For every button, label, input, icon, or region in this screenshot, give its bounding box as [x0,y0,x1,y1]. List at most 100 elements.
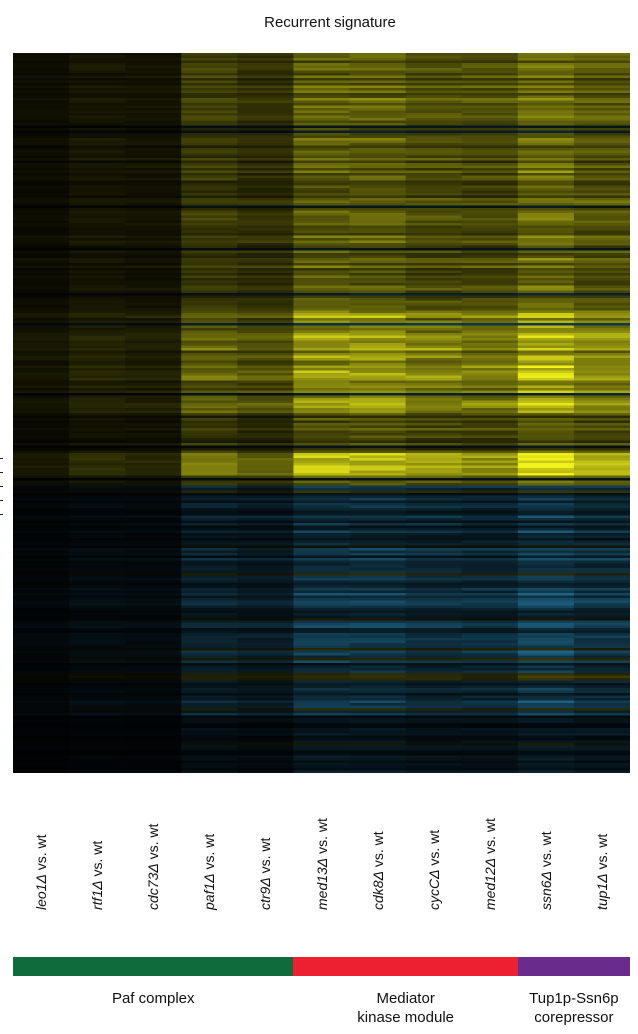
heatmap-cell [405,710,463,714]
heatmap-cell [405,583,463,586]
heatmap-cell [181,750,238,754]
heatmap-cell [293,348,351,351]
heatmap-cell [13,190,70,194]
heatmap-cell [349,218,407,221]
heatmap-cell [349,370,407,374]
heatmap-cell [349,735,407,739]
heatmap-cell [573,275,630,279]
heatmap-cell [461,163,519,166]
heatmap-cell [349,638,407,641]
heatmap-cell [125,605,182,609]
heatmap-cell [125,703,182,706]
heatmap-cell [237,603,294,606]
heatmap-cell [349,465,407,469]
heatmap-cell [293,298,351,301]
heatmap-cell [13,723,70,726]
heatmap-cell [69,158,126,161]
heatmap-cell [349,610,407,614]
heatmap-cell [573,195,630,199]
heatmap-cell [69,643,126,646]
heatmap-cell [573,420,630,424]
heatmap-cell [573,203,630,206]
heatmap-cell [405,565,463,569]
heatmap-cell [293,678,351,681]
heatmap-cell [349,480,407,484]
heatmap-cell [517,465,575,469]
heatmap-cell [181,498,238,501]
heatmap-cell [13,555,70,559]
heatmap-cell [13,258,70,261]
heatmap-cell [293,195,351,199]
heatmap-cell [405,120,463,124]
heatmap-cell [349,155,407,159]
heatmap-cell [293,503,351,506]
heatmap-cell [461,645,519,649]
heatmap-cell [405,353,463,356]
heatmap-cell [293,243,351,246]
heatmap-cell [69,415,126,419]
heatmap-cell [517,753,575,756]
heatmap-cell [69,638,126,641]
heatmap-cell [405,123,463,126]
heatmap-cell [349,538,407,541]
heatmap-cell [13,178,70,181]
heatmap-cell [349,525,407,529]
heatmap-cell [349,203,407,206]
heatmap-cell [573,693,630,696]
heatmap-cell [13,235,70,239]
heatmap-cell [293,403,351,406]
heatmap-cell [517,728,575,731]
heatmap-cell [13,68,70,71]
heatmap-cell [293,93,351,96]
heatmap-cell [349,510,407,514]
heatmap-cell [573,340,630,344]
heatmap-cell [69,365,126,369]
heatmap-cell [125,123,182,126]
heatmap-cell [13,168,70,171]
heatmap-cell [237,473,294,476]
heatmap-cell [237,670,294,674]
heatmap-cell [573,690,630,694]
heatmap-cell [293,748,351,751]
heatmap-cell [13,123,70,126]
heatmap-cell [69,683,126,686]
heatmap-cell [69,693,126,696]
heatmap-cell [181,460,238,464]
heatmap-cell [181,613,238,616]
heatmap-cell [125,680,182,684]
heatmap-cell [461,488,519,491]
heatmap-cell [237,470,294,474]
heatmap-cell [517,360,575,364]
heatmap-cell [293,735,351,739]
heatmap-cell [125,380,182,384]
heatmap-cell [573,328,630,331]
heatmap-cell [237,185,294,189]
heatmap-cell [237,665,294,669]
heatmap-cell [13,93,70,96]
heatmap-cell [293,535,351,539]
heatmap-cell [573,218,630,221]
heatmap-cell [349,603,407,606]
heatmap-cell [293,418,351,421]
heatmap-cell [461,375,519,379]
heatmap-cell [517,590,575,594]
heatmap-cell [69,210,126,214]
heatmap-cell [237,538,294,541]
heatmap-cell [13,73,70,76]
heatmap-cell [125,685,182,689]
heatmap-cell [181,435,238,439]
heatmap-cell [293,173,351,176]
heatmap-cell [461,388,519,391]
heatmap-cell [405,518,463,521]
heatmap-cell [293,133,351,136]
heatmap-cell [573,745,630,749]
axis-tick-mark [0,458,3,459]
heatmap-cell [13,560,70,564]
heatmap-cell [461,510,519,514]
heatmap-cell [69,358,126,361]
heatmap-cell [405,203,463,206]
heatmap-cell [13,520,70,524]
heatmap-cell [125,713,182,716]
heatmap-cell [69,433,126,436]
heatmap-cell [573,698,630,701]
